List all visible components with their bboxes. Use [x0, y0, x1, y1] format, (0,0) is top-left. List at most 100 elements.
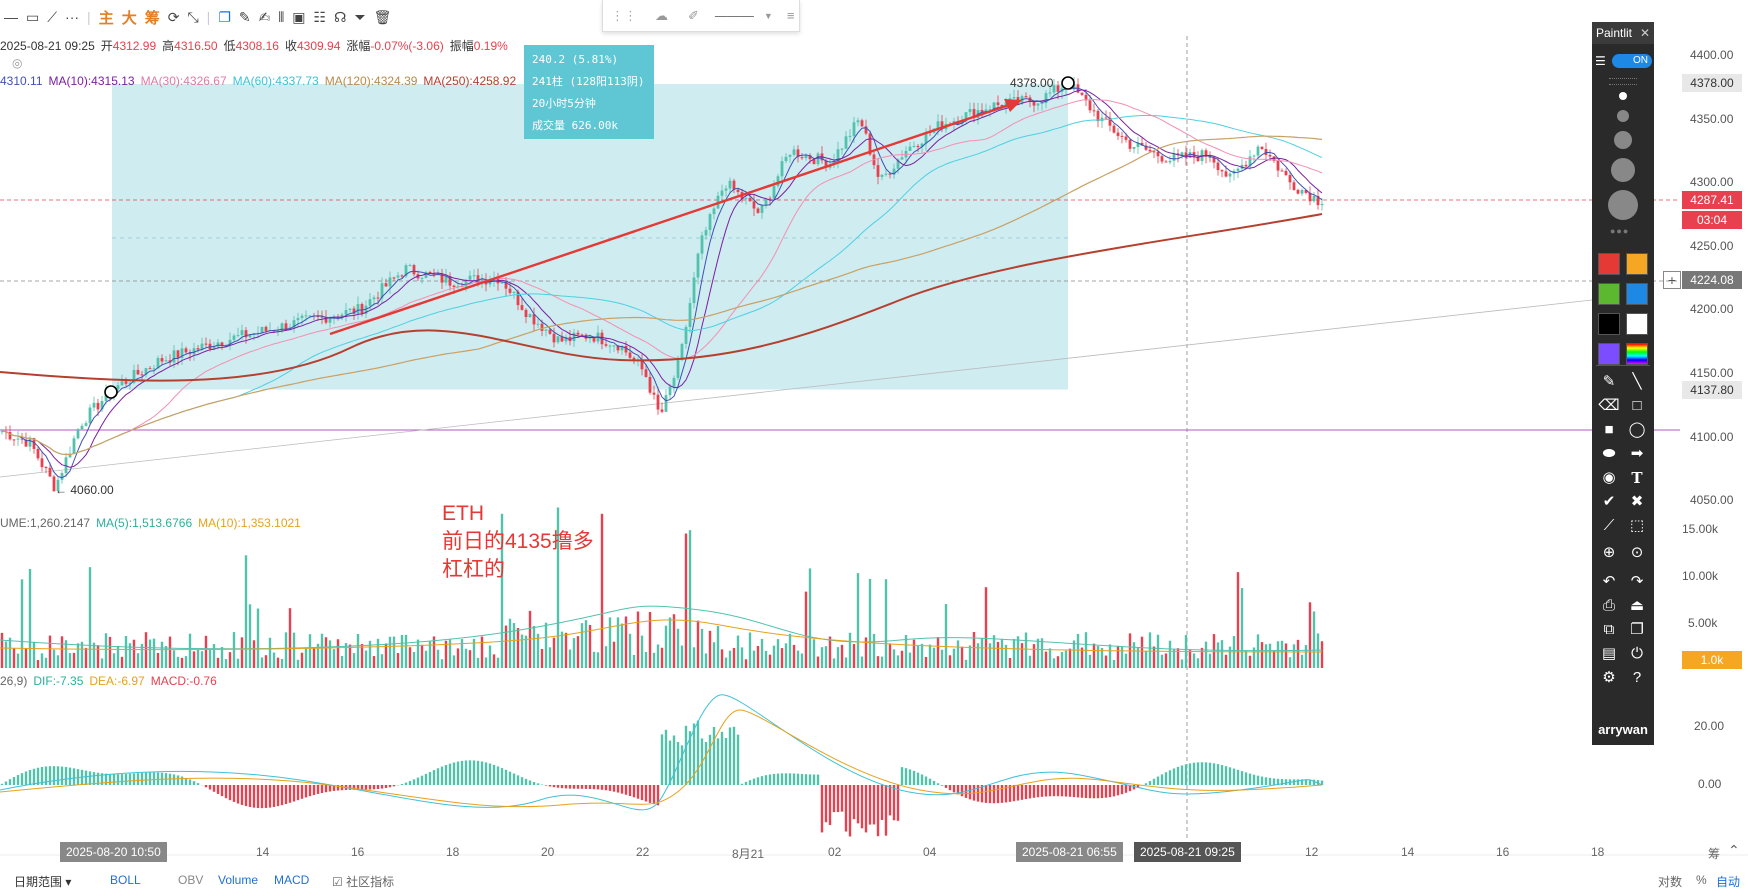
range-measure-tooltip: 240.2 (5.81%) 241柱 (128阳113阴) 20小时5分钟 成交…: [524, 45, 654, 139]
macd-bar: [521, 777, 523, 785]
candle-body: [849, 136, 852, 137]
line-tool-icon[interactable]: ╲: [1626, 371, 1648, 393]
more-icon[interactable]: ···: [65, 4, 79, 30]
capture-icon[interactable]: ⧉: [1598, 619, 1620, 641]
volume-bar: [297, 660, 299, 668]
color-swatch[interactable]: [1598, 253, 1620, 275]
paintlit-toggle[interactable]: ON: [1612, 54, 1652, 68]
eyedropper-icon[interactable]: ⟋: [1598, 515, 1620, 537]
volume-bar: [545, 623, 547, 668]
volume-bar: [1045, 652, 1047, 668]
brush-size-5[interactable]: [1608, 190, 1638, 220]
close-icon[interactable]: ✕: [1640, 22, 1650, 44]
menu-icon[interactable]: ☰: [1595, 54, 1606, 68]
collapse-icon[interactable]: ⌃: [1728, 842, 1740, 859]
pencil-icon[interactable]: ✎: [239, 4, 251, 30]
color-swatch[interactable]: [1626, 313, 1648, 335]
help-icon[interactable]: ?: [1626, 667, 1648, 689]
filter-icon[interactable]: ⏷: [354, 4, 365, 30]
macd-bar: [1, 784, 3, 785]
redo-icon[interactable]: ↷: [1626, 571, 1648, 593]
note-icon[interactable]: ☷: [313, 4, 326, 30]
macd-bar: [653, 785, 655, 804]
chevron-down-icon[interactable]: ▼: [764, 11, 773, 21]
pen-icon[interactable]: ✎: [1598, 371, 1620, 393]
volume-bar: [397, 653, 399, 668]
ellipse-tool-icon[interactable]: ◯: [1626, 419, 1648, 441]
trend-line-icon[interactable]: ⟋: [47, 4, 57, 30]
undo-icon[interactable]: ↶: [1598, 571, 1620, 593]
brush-size-4[interactable]: [1611, 158, 1635, 182]
volume-bar: [417, 640, 419, 668]
candle-body: [881, 175, 884, 177]
date-range-button[interactable]: 日期范围 ▾: [14, 873, 71, 890]
filled-ellipse-icon[interactable]: ⬬: [1598, 443, 1620, 465]
filled-rect-icon[interactable]: ■: [1598, 419, 1620, 441]
text-style-icon[interactable]: ≡: [787, 8, 795, 23]
line-style-select[interactable]: ———: [715, 8, 754, 23]
brush-size-2[interactable]: [1617, 110, 1629, 122]
eraser-icon[interactable]: ⌫: [1598, 395, 1620, 417]
more-sizes-icon[interactable]: ●●●: [1610, 226, 1629, 236]
text-tool-icon[interactable]: T: [1626, 467, 1648, 489]
color-swatch[interactable]: [1626, 343, 1648, 365]
brush-icon[interactable]: ✍: [259, 4, 271, 30]
ruler-icon[interactable]: ⤡: [187, 4, 198, 30]
color-swatch[interactable]: [1626, 283, 1648, 305]
macd-bar: [1073, 785, 1075, 797]
color-swatch[interactable]: [1598, 313, 1620, 335]
volume-bar: [1077, 634, 1079, 668]
rect-tool-icon[interactable]: □: [1626, 395, 1648, 417]
cross-icon[interactable]: ✖: [1626, 491, 1648, 513]
macd-bar: [281, 785, 283, 805]
copy-icon[interactable]: ❐: [218, 4, 231, 30]
log-scale-toggle[interactable]: 对数: [1658, 873, 1682, 890]
save-icon[interactable]: ▤: [1598, 643, 1620, 665]
power-icon[interactable]: ⏻: [1626, 643, 1648, 665]
color-swatch[interactable]: [1598, 283, 1620, 305]
color-swatch[interactable]: [1626, 253, 1648, 275]
magnet-icon[interactable]: ☊: [334, 4, 346, 30]
large-order-button[interactable]: 大: [122, 4, 137, 30]
note-line-1: ETH: [442, 500, 594, 528]
community-indicator-button[interactable]: ☑ 社区指标: [332, 873, 394, 890]
volume-bar: [73, 653, 75, 668]
volume-bar: [97, 645, 99, 668]
stamp-icon[interactable]: ◉: [1598, 467, 1620, 489]
select-area-icon[interactable]: ⬚: [1626, 515, 1648, 537]
candle-style-icon[interactable]: ⫴: [278, 4, 284, 30]
check-icon[interactable]: ✔: [1598, 491, 1620, 513]
highlighter-icon[interactable]: ✐: [688, 8, 699, 24]
color-swatch[interactable]: [1598, 343, 1620, 365]
rectangle-icon[interactable]: ▭: [26, 4, 39, 30]
candle-body: [1229, 174, 1232, 177]
candle-body: [393, 278, 396, 279]
macd-bar: [785, 773, 787, 785]
main-indicator-button[interactable]: 主: [99, 4, 114, 30]
candle-body: [121, 381, 124, 385]
clear-icon[interactable]: ⏏: [1626, 595, 1648, 617]
brush-size-3[interactable]: [1614, 131, 1632, 149]
horizontal-line-icon[interactable]: —: [4, 4, 18, 30]
macd-bar: [61, 767, 63, 785]
arrow-tool-icon[interactable]: ➡: [1626, 443, 1648, 465]
add-alert-icon[interactable]: +: [1663, 271, 1681, 289]
drag-handle-icon[interactable]: ⋮⋮: [611, 8, 637, 24]
brush-size-1[interactable]: [1619, 92, 1627, 100]
zoom-in-icon[interactable]: ⊕: [1598, 542, 1620, 564]
chip-corner-label[interactable]: 筹: [1708, 845, 1720, 862]
macd-bar: [197, 783, 199, 785]
zoom-icon[interactable]: ⊙: [1626, 542, 1648, 564]
duplicate-icon[interactable]: ❐: [1626, 619, 1648, 641]
auto-scale-toggle[interactable]: 自动: [1716, 873, 1740, 890]
refresh-icon[interactable]: ⟳: [168, 4, 180, 30]
print-icon[interactable]: ⎙: [1598, 595, 1620, 617]
lock-icon[interactable]: ▣: [292, 4, 305, 30]
settings-gear-icon[interactable]: ⚙: [1598, 667, 1620, 689]
trash-icon[interactable]: 🗑: [374, 4, 392, 30]
cloud-icon[interactable]: ☁: [655, 8, 668, 24]
eye-hidden-icon[interactable]: ◎: [12, 56, 22, 70]
chip-distribution-button[interactable]: 筹: [145, 4, 160, 30]
macd-bar: [229, 785, 231, 800]
